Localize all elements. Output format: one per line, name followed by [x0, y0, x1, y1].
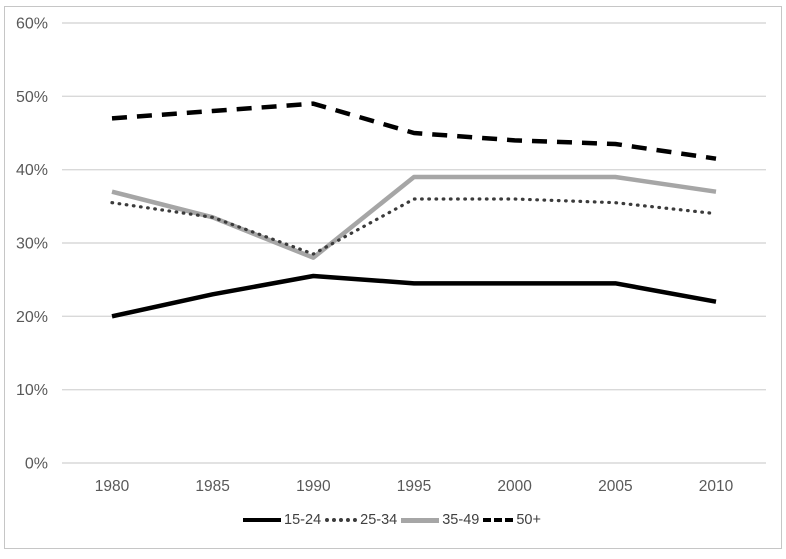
x-axis-label: 1995: [397, 478, 431, 495]
legend-item-35-49: 35-49: [401, 512, 481, 528]
x-axis-label: 2000: [497, 478, 532, 495]
y-tick-label: 10%: [16, 382, 48, 399]
series-line-35-49: [112, 177, 716, 258]
x-axis-label: 1990: [296, 478, 331, 495]
legend-label: 35-49: [442, 512, 479, 528]
legend-label: 25-34: [360, 512, 397, 528]
legend-swatch-dashed-line: [483, 518, 513, 522]
y-tick-label: 40%: [16, 162, 48, 179]
x-axis-label: 2005: [598, 478, 632, 495]
series-line-15-24: [112, 276, 716, 316]
legend-item-50plus: 50+: [483, 512, 543, 528]
legend-item-15-24: 15-24: [243, 512, 323, 528]
legend-swatch-dotted-line: [325, 518, 357, 522]
x-axis-label: 2010: [699, 478, 734, 495]
legend-label: 15-24: [284, 512, 321, 528]
x-axis-label: 1980: [95, 478, 130, 495]
legend-swatch-solid-line: [243, 518, 281, 522]
y-tick-label: 0%: [25, 456, 48, 473]
legend-label: 50+: [516, 512, 541, 528]
x-axis-label: 1985: [195, 478, 229, 495]
legend-swatch-gray-line: [401, 518, 439, 523]
legend-item-25-34: 25-34: [325, 512, 399, 528]
y-tick-label: 50%: [16, 89, 48, 106]
chart-legend: 15-24 25-34 35-49 50+: [0, 512, 786, 528]
y-tick-label: 60%: [16, 16, 48, 33]
y-tick-label: 20%: [16, 309, 48, 326]
y-tick-label: 30%: [16, 236, 48, 253]
series-line-25-34: [112, 199, 716, 254]
series-line-50plus: [112, 104, 716, 159]
